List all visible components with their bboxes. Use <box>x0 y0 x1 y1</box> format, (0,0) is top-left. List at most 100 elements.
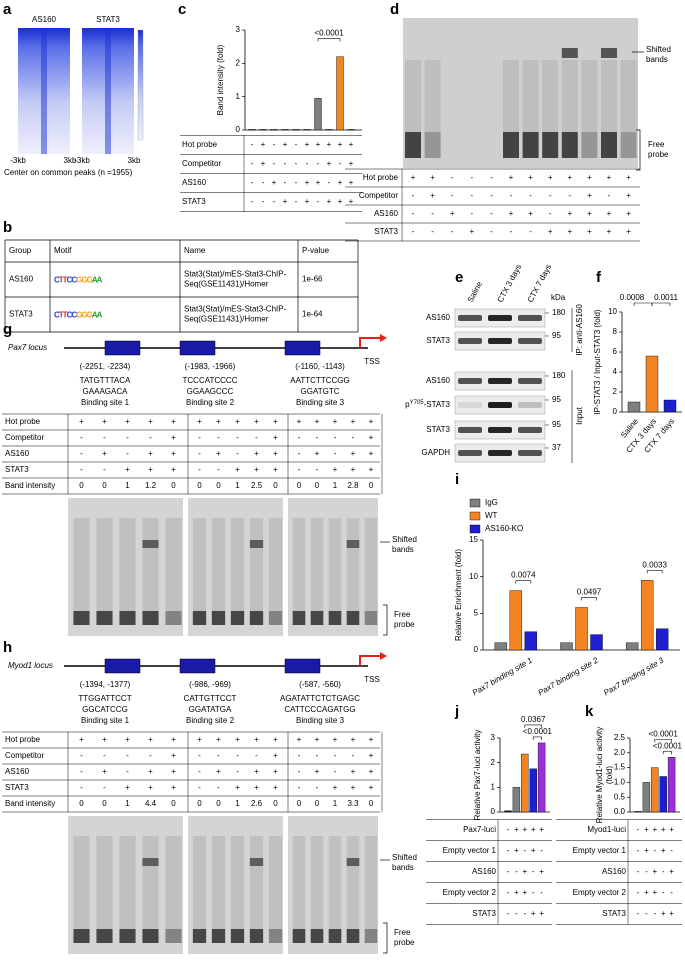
table-cell: + <box>254 783 259 792</box>
y-axis-label: IP-STAT3 / Input-STAT3 (fold) <box>593 309 602 415</box>
table-cell: + <box>148 417 153 426</box>
table-cell: - <box>451 191 454 200</box>
y-axis-label: (fold) <box>605 766 614 785</box>
site-name: Binding site 1 <box>81 716 130 725</box>
table-cell: + <box>644 888 649 897</box>
bar <box>524 631 538 651</box>
table-cell: - <box>328 178 331 187</box>
table-cell: - <box>529 227 532 236</box>
table-cell: + <box>531 909 536 918</box>
row-label: AS160 <box>182 178 207 187</box>
gel-label: bands <box>392 545 414 554</box>
table-cell: + <box>349 178 354 187</box>
table-cell: - <box>470 173 473 182</box>
table-cell: 0 <box>297 481 302 490</box>
y-axis-label: Band intensity (fold) <box>216 44 225 115</box>
table-cell: - <box>549 209 552 218</box>
table-cell: - <box>662 888 665 897</box>
smear <box>230 518 245 611</box>
smear <box>503 60 519 132</box>
blot-band <box>488 427 512 433</box>
blot-band <box>518 378 542 384</box>
band <box>165 611 182 625</box>
table-cell: 0 <box>216 481 221 490</box>
table-cell: + <box>273 767 278 776</box>
smear <box>192 836 207 929</box>
smear <box>73 836 90 929</box>
gel <box>403 18 638 168</box>
column-label: CTX 7 days <box>526 263 554 304</box>
table-cell: - <box>637 909 640 918</box>
panel-letter: b <box>3 219 12 236</box>
smear <box>542 60 559 132</box>
table-cell: - <box>662 867 665 876</box>
table-cell: + <box>514 846 519 855</box>
table-cell: + <box>338 178 343 187</box>
table-cell: + <box>102 735 107 744</box>
table-cell: + <box>254 465 259 474</box>
smear <box>405 60 421 132</box>
bracket <box>636 129 641 171</box>
p-value: 0.0074 <box>511 571 536 580</box>
band <box>346 611 360 625</box>
motif-letter: G <box>87 311 93 320</box>
table-cell: + <box>528 209 533 218</box>
table-cell: + <box>273 465 278 474</box>
binding-box <box>284 340 321 356</box>
panel-letter: e <box>455 269 463 286</box>
table-cell: - <box>645 909 648 918</box>
table-cell: + <box>349 197 354 206</box>
table-cell: + <box>587 227 592 236</box>
tick-label: 3kb <box>64 156 77 165</box>
table-cell: + <box>644 846 649 855</box>
panel-letter: a <box>3 1 12 18</box>
table-cell: 1e-64 <box>302 310 323 319</box>
label-part: Y705 <box>410 400 425 406</box>
table-cell: + <box>315 417 320 426</box>
band <box>230 611 245 625</box>
table-cell: + <box>626 227 631 236</box>
band <box>142 858 159 866</box>
table-cell: + <box>125 465 130 474</box>
table-cell: + <box>197 735 202 744</box>
row-label: Competitor <box>5 751 44 760</box>
table-cell: - <box>637 846 640 855</box>
band <box>346 540 360 548</box>
table-cell: + <box>297 417 302 426</box>
table-cell: Stat3(Stat)/mES-Stat3-ChIP- <box>184 305 287 314</box>
table-cell: + <box>522 867 527 876</box>
bar <box>248 129 256 131</box>
p-value: 0.0008 <box>620 293 645 302</box>
table-cell: - <box>334 449 337 458</box>
band <box>142 929 159 943</box>
table-cell: - <box>217 783 220 792</box>
kda-label: 180 <box>552 308 566 317</box>
panel-letter: i <box>455 471 459 488</box>
table-cell: - <box>295 159 298 168</box>
table-cell: - <box>412 209 415 218</box>
smear <box>73 518 90 611</box>
table-cell: + <box>661 909 666 918</box>
table-cell: + <box>539 867 544 876</box>
gel-label: Free <box>394 928 411 937</box>
smear <box>249 836 264 929</box>
table-cell: + <box>669 909 674 918</box>
band <box>268 611 283 625</box>
band <box>96 929 113 943</box>
table-cell: + <box>235 735 240 744</box>
band <box>310 929 324 943</box>
row-label: STAT3 <box>426 336 450 345</box>
column-label: CTX 3 days <box>496 263 524 304</box>
table-cell: 1e-66 <box>302 275 323 284</box>
table-cell: + <box>79 417 84 426</box>
table-cell: + <box>79 735 84 744</box>
table-header: Motif <box>54 246 72 255</box>
table-cell: - <box>352 433 355 442</box>
table-cell: + <box>607 227 612 236</box>
row-label: STAT3 <box>426 425 450 434</box>
smear <box>211 836 226 929</box>
y-tick-label: 6 <box>613 347 618 356</box>
band <box>561 132 578 158</box>
table-cell: 1.2 <box>145 481 157 490</box>
caption: Center on common peaks (n =1955) <box>4 168 133 177</box>
